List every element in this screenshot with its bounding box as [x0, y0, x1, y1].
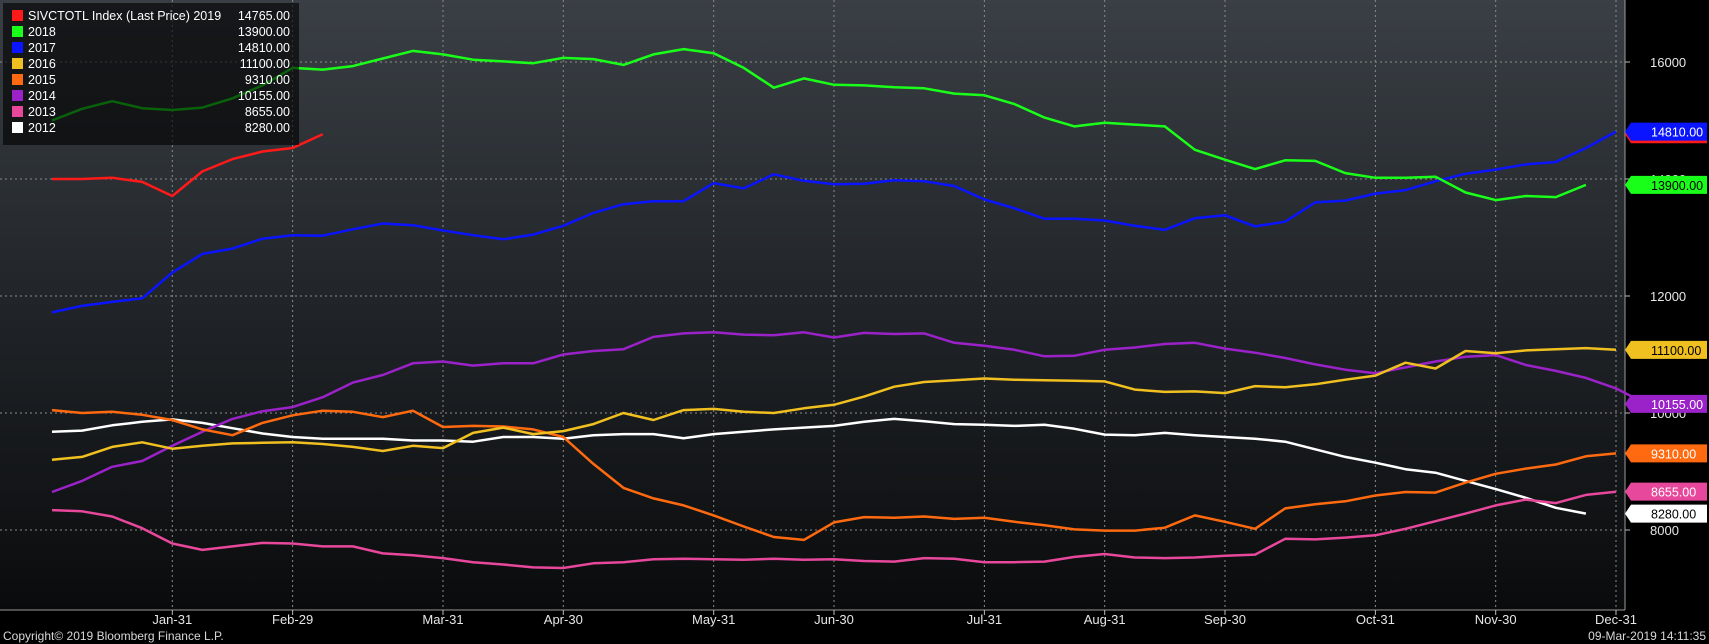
grid-lines: [0, 0, 1625, 610]
y-tick-label: 8000: [1650, 523, 1679, 538]
x-tick-label: Jan-31: [152, 612, 192, 627]
legend-value: 13900.00: [238, 25, 290, 39]
legend-label: 2015: [28, 73, 56, 87]
x-tick-label: Dec-31: [1595, 612, 1637, 627]
legend-value: 11100.00: [240, 57, 290, 71]
legend-box: [3, 3, 299, 145]
series-line-sivctotl-index-last-price-2019: [52, 133, 324, 198]
legend-swatch: [12, 106, 23, 117]
legend: SIVCTOTL Index (Last Price) 2019 14765.00…: [3, 3, 299, 145]
last-value-tag: [1625, 175, 1707, 194]
legend-label: 2018: [28, 25, 56, 39]
legend-label: 2012: [28, 121, 56, 135]
legend-value: 9310.00: [245, 73, 290, 87]
x-axis-ticks: Jan-31 Feb-29 Mar-31 Apr-30 May-31 Jun-30 Jul-…: [152, 610, 1637, 627]
series-line-2017: [51, 130, 1617, 314]
y-tick-label: 12000: [1650, 289, 1686, 304]
x-tick-label: Oct-31: [1356, 612, 1395, 627]
last-value-tag-label: 14810.00: [1651, 126, 1703, 140]
last-value-tag-label: 8280.00: [1651, 508, 1696, 522]
legend-value: 14810.00: [238, 41, 290, 55]
legend-label: 2013: [28, 105, 56, 119]
legend-value: 8280.00: [245, 121, 290, 135]
last-value-tag: [1625, 482, 1707, 501]
x-tick-label: Apr-30: [544, 612, 583, 627]
series-line-2018: [51, 47, 1587, 202]
series-line-2016: [51, 346, 1617, 462]
last-value-tag: [1625, 504, 1707, 523]
timestamp-text: 09-Mar-2019 14:11:35: [1588, 629, 1706, 643]
last-value-tag: [1625, 340, 1707, 359]
legend-swatch: [12, 74, 23, 85]
x-tick-label: Mar-31: [422, 612, 463, 627]
legend-value: 14765.00: [238, 9, 290, 23]
x-tick-label: Jun-30: [814, 612, 854, 627]
last-value-tag-label: 9310.00: [1651, 447, 1696, 461]
series-line-2013: [51, 490, 1617, 570]
copyright-text: Copyright© 2019 Bloomberg Finance L.P.: [3, 629, 224, 643]
legend-value: 10155.00: [238, 89, 290, 103]
legend-swatch: [12, 42, 23, 53]
legend-swatch: [12, 58, 23, 69]
x-tick-label: Aug-31: [1084, 612, 1126, 627]
legend-swatch: [12, 122, 23, 133]
series-line-2015: [51, 408, 1617, 542]
last-value-tag-label: 11100.00: [1651, 344, 1701, 358]
legend-label: 2014: [28, 89, 56, 103]
y-tick-label: 16000: [1650, 55, 1686, 70]
series-line-2012: [51, 417, 1587, 515]
legend-label: 2017: [28, 41, 56, 55]
last-value-tag-label: 8655.00: [1651, 486, 1696, 500]
x-tick-label: Feb-29: [272, 612, 313, 627]
last-value-tags: 14765.0013900.0014810.0011100.009310.001…: [1625, 122, 1707, 523]
legend-label: SIVCTOTL Index (Last Price) 2019: [28, 9, 221, 23]
x-tick-label: Sep-30: [1204, 612, 1246, 627]
last-value-tag-label: 10155.00: [1651, 398, 1703, 412]
legend-swatch: [12, 26, 23, 37]
last-value-tag-label: 13900.00: [1651, 179, 1703, 193]
legend-swatch: [12, 10, 23, 21]
last-value-tag: [1625, 122, 1707, 141]
bottom-axis-background: [0, 610, 1709, 644]
legend-label: 2016: [28, 57, 56, 71]
series-lines: [51, 47, 1647, 570]
legend-value: 8655.00: [245, 105, 290, 119]
last-value-tag: [1625, 444, 1707, 463]
legend-swatch: [12, 90, 23, 101]
x-tick-label: May-31: [692, 612, 735, 627]
x-tick-label: Jul-31: [967, 612, 1002, 627]
x-tick-label: Nov-30: [1475, 612, 1517, 627]
last-value-tag: [1625, 394, 1707, 413]
